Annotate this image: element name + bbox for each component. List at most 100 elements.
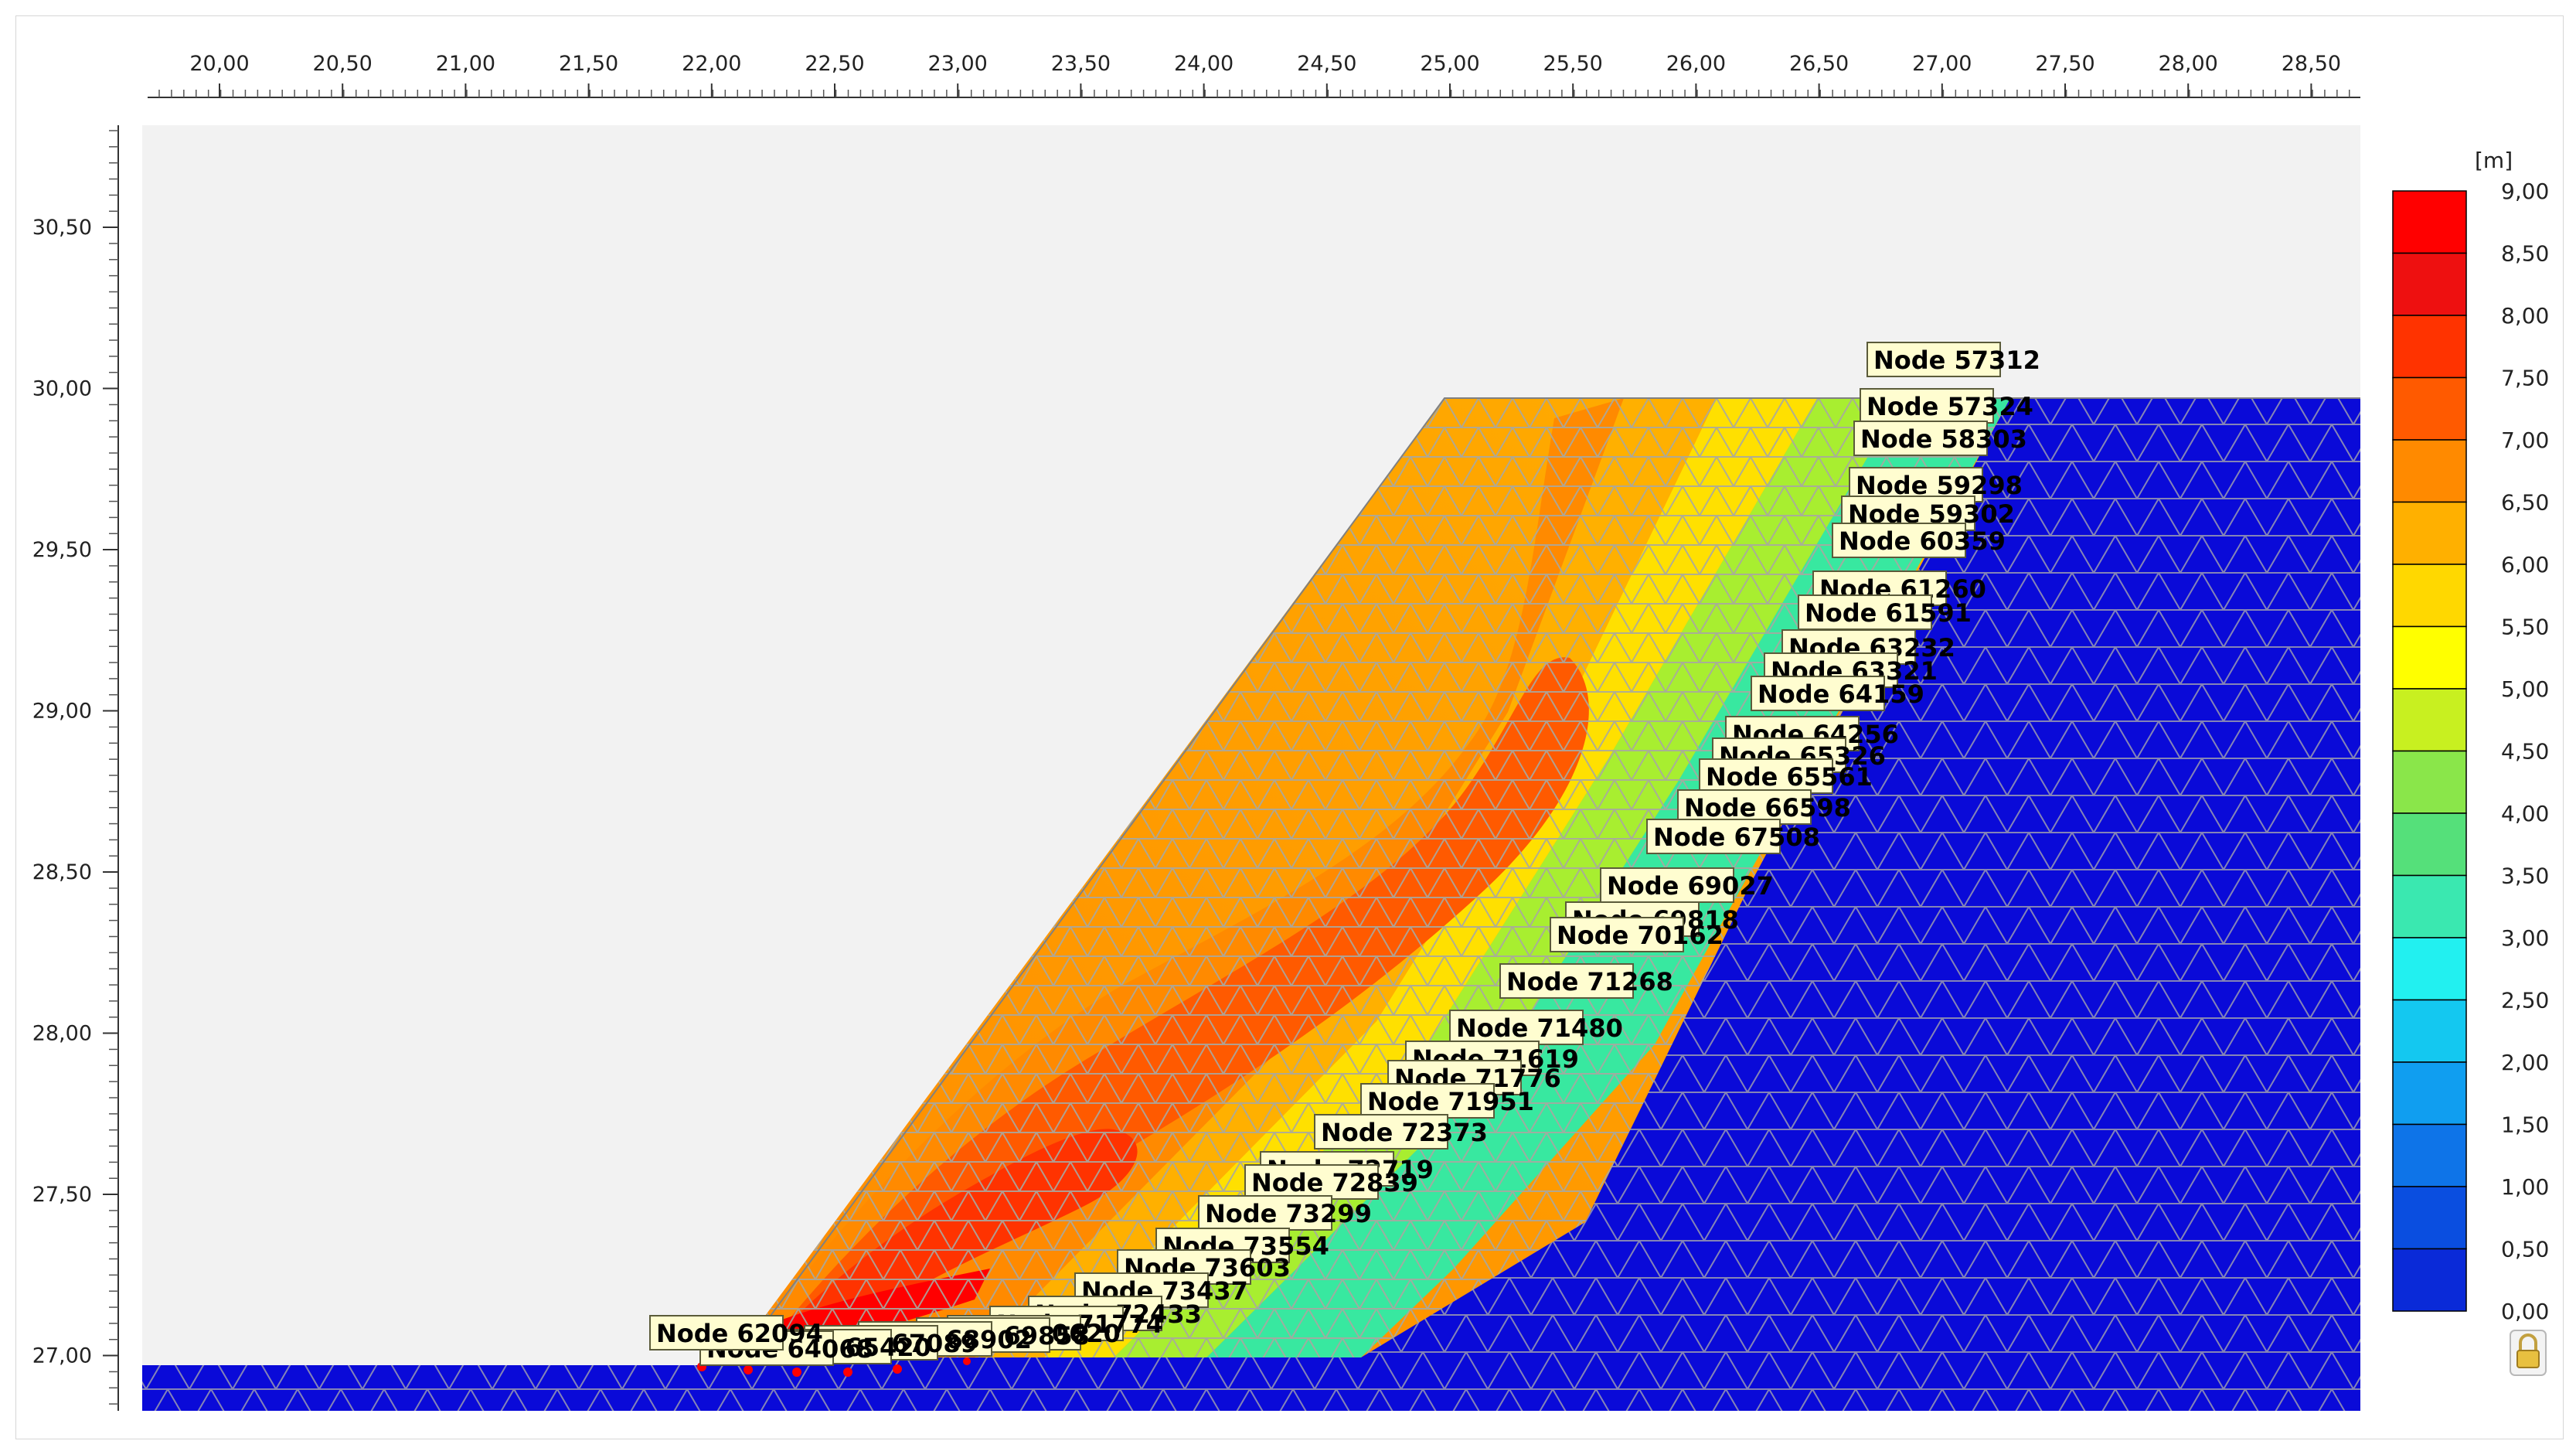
legend-value: 3,50 — [2501, 863, 2549, 889]
svg-text:Node 66598: Node 66598 — [1684, 793, 1851, 823]
legend-swatch — [2392, 1123, 2467, 1187]
lock-icon[interactable] — [2510, 1330, 2547, 1376]
x-tick-label: 26,50 — [1789, 52, 1849, 76]
svg-text:Node 71480: Node 71480 — [1456, 1013, 1623, 1043]
y-tick-label: 29,00 — [32, 700, 92, 724]
legend-value: 1,50 — [2501, 1112, 2549, 1138]
legend-labels: 9,00 8,50 8,00 7,50 7,00 6,50 6,00 5,50 5,00 4,50… — [2501, 179, 2549, 1324]
node-label: Node 67508 — [1646, 819, 1820, 854]
legend-value: 2,00 — [2501, 1050, 2549, 1075]
legend-value: 0,00 — [2501, 1299, 2549, 1324]
legend-swatch — [2392, 874, 2467, 938]
x-tick-label: 26,00 — [1666, 52, 1726, 76]
node-label: Node 58303 — [1853, 421, 2027, 456]
svg-text:Node 60359: Node 60359 — [1839, 526, 2006, 556]
y-tick-label: 30,00 — [32, 377, 92, 401]
x-axis-minor-ticks — [158, 90, 2350, 97]
x-tick-label: 22,50 — [805, 52, 864, 76]
legend-value: 4,50 — [2501, 739, 2549, 765]
toe-points — [697, 1357, 971, 1377]
x-tick-label: 24,00 — [1174, 52, 1234, 76]
svg-text:Node 57324: Node 57324 — [1866, 392, 2033, 421]
node-label: Node 71480 — [1449, 1010, 1623, 1045]
node-label: Node 71776 — [1387, 1060, 1561, 1095]
svg-text:Node 67508: Node 67508 — [1653, 823, 1820, 852]
x-tick-label: 25,50 — [1543, 52, 1603, 76]
legend-swatch — [2392, 376, 2467, 441]
y-axis: 30,50 30,00 29,50 29,00 28,50 28,00 27,50 27,00 — [32, 125, 119, 1411]
y-tick-label: 28,50 — [32, 860, 92, 884]
node-label: Node 72839 — [1244, 1164, 1418, 1200]
legend-value: 5,00 — [2501, 676, 2549, 702]
node-label: Node 66598 — [1677, 789, 1851, 825]
legend-swatch — [2392, 750, 2467, 814]
svg-text:Node 58303: Node 58303 — [1860, 424, 2027, 454]
svg-text:Node 65561: Node 65561 — [1706, 762, 1873, 792]
legend-swatch — [2392, 501, 2467, 565]
legend-value: 0,50 — [2501, 1237, 2549, 1262]
contour-plot[interactable]: 20,00 20,50 21,00 21,50 22,00 22,50 23,00 23,50… — [16, 16, 2563, 1439]
node-label: Node 57312 — [1866, 342, 2040, 377]
svg-text:Node 57312: Node 57312 — [1873, 346, 2040, 375]
node-label: Node 73299 — [1198, 1195, 1372, 1231]
x-tick-label: 24,50 — [1297, 52, 1356, 76]
legend-value: 6,00 — [2501, 552, 2549, 577]
node-label: Node 65561 — [1699, 758, 1873, 794]
svg-text:Node 72839: Node 72839 — [1251, 1168, 1418, 1197]
x-tick-label: 22,00 — [682, 52, 741, 76]
node-label: Node 61591 — [1798, 594, 1972, 630]
legend-swatch — [2392, 1186, 2467, 1250]
legend-value: 8,00 — [2501, 303, 2549, 329]
svg-text:Node 61591: Node 61591 — [1805, 598, 1972, 628]
x-tick-label: 23,00 — [928, 52, 988, 76]
node-label: Node 70162 — [1550, 917, 1724, 952]
x-tick-label: 23,50 — [1051, 52, 1111, 76]
node-labels: Node 57312 Node 57324 Node 58303 Node 59298… — [649, 342, 2040, 1366]
legend-swatch — [2392, 564, 2467, 628]
y-axis-minor-ticks — [109, 130, 118, 1405]
legend-value: 1,00 — [2501, 1174, 2549, 1200]
node-label: Node 71951 — [1360, 1083, 1534, 1119]
x-axis: 20,00 20,50 21,00 21,50 22,00 22,50 23,00 23,50… — [148, 52, 2360, 98]
legend-value: 4,00 — [2501, 801, 2549, 826]
legend-swatch — [2392, 999, 2467, 1063]
x-tick-label: 20,50 — [313, 52, 373, 76]
legend-swatch — [2392, 190, 2467, 254]
plot-area: Node 57312 Node 57324 Node 58303 Node 59298… — [142, 125, 2360, 1411]
svg-text:Node 70162: Node 70162 — [1557, 921, 1724, 950]
x-tick-label: 25,00 — [1420, 52, 1479, 76]
node-label: Node 64159 — [1751, 676, 1924, 711]
svg-text:Node 62094: Node 62094 — [656, 1319, 823, 1348]
node-label: Node 60359 — [1832, 523, 2006, 558]
node-label: Node 71268 — [1499, 963, 1673, 999]
legend-value: 7,00 — [2501, 427, 2549, 453]
node-label: Node 62094 — [649, 1315, 823, 1351]
y-tick-label: 29,50 — [32, 538, 92, 562]
x-tick-label: 21,00 — [436, 52, 495, 76]
legend-value: 5,50 — [2501, 615, 2549, 640]
x-tick-label: 28,00 — [2159, 52, 2218, 76]
x-axis-ticks: 20,00 20,50 21,00 21,50 22,00 22,50 23,00 23,50… — [189, 52, 2341, 97]
svg-text:Node 73299: Node 73299 — [1205, 1199, 1372, 1228]
y-tick-label: 27,00 — [32, 1344, 92, 1368]
node-label: Node 72373 — [1314, 1114, 1488, 1150]
svg-text:Node 71268: Node 71268 — [1506, 967, 1673, 996]
node-label: Node 69027 — [1600, 867, 1774, 903]
legend-swatches — [2392, 190, 2467, 1312]
svg-text:Node 72373: Node 72373 — [1321, 1118, 1488, 1147]
x-tick-label: 28,50 — [2282, 52, 2341, 76]
legend-value: 2,50 — [2501, 988, 2549, 1013]
y-tick-label: 28,00 — [32, 1022, 92, 1046]
legend-swatch — [2392, 439, 2467, 503]
legend-swatch — [2392, 625, 2467, 690]
svg-text:Node 71951: Node 71951 — [1367, 1087, 1534, 1116]
y-tick-label: 27,50 — [32, 1183, 92, 1207]
legend-swatch — [2392, 252, 2467, 316]
x-tick-label: 27,50 — [2035, 52, 2094, 76]
legend-unit: [m] — [2475, 148, 2513, 173]
svg-text:Node 64159: Node 64159 — [1758, 680, 1924, 709]
legend-swatch — [2392, 1061, 2467, 1126]
legend-value: 6,50 — [2501, 490, 2549, 516]
x-tick-label: 21,50 — [559, 52, 618, 76]
node-label: Node 57324 — [1860, 388, 2033, 424]
